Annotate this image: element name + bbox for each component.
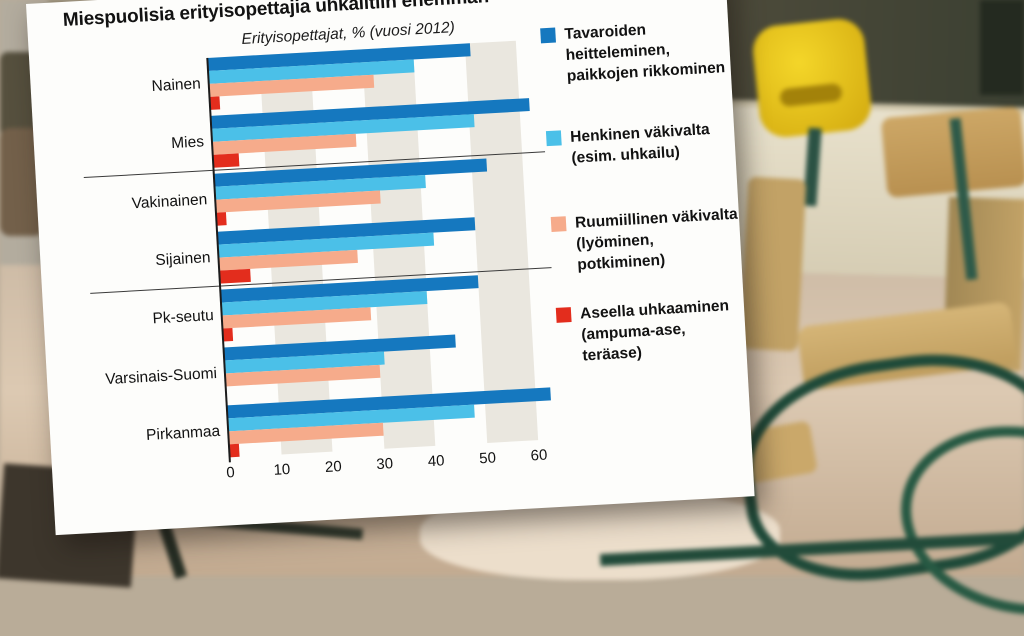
chart-panel: Miespuolisia erityisopettajia uhkailtiin… bbox=[26, 0, 755, 536]
category-label: Pk-seutu bbox=[152, 307, 215, 328]
photo-dark-corner bbox=[980, 0, 1024, 95]
photo-wooden-edge bbox=[739, 176, 807, 352]
category-label: Sijainen bbox=[154, 249, 211, 270]
x-tick-label: 50 bbox=[478, 449, 497, 468]
bar-mies-series-3 bbox=[212, 153, 240, 168]
legend-label: Tavaroiden heitteleminen, paikkojen rikk… bbox=[564, 21, 726, 85]
category-label: Pirkanmaa bbox=[145, 422, 221, 444]
category-label: Nainen bbox=[151, 75, 202, 96]
legend-item: Ruumiillinen väkivalta (lyöminen, potkim… bbox=[550, 204, 742, 277]
chart-legend: Tavaroiden heitteleminen, paikkojen rikk… bbox=[540, 15, 747, 368]
x-tick-label: 20 bbox=[324, 458, 343, 477]
x-tick-label: 60 bbox=[530, 446, 548, 465]
legend-label: Ruumiillinen väkivalta (lyöminen, potkim… bbox=[574, 205, 739, 274]
photo-yellow-chair bbox=[750, 16, 874, 140]
x-tick-label: 30 bbox=[375, 455, 394, 474]
legend-item: Tavaroiden heitteleminen, paikkojen rikk… bbox=[540, 15, 731, 88]
x-tick-label: 40 bbox=[427, 452, 445, 471]
legend-label: Aseella uhkaaminen (ampuma-ase, teräase) bbox=[579, 297, 730, 365]
x-tick-label: 10 bbox=[273, 460, 291, 479]
legend-item: Aseella uhkaaminen (ampuma-ase, teräase) bbox=[555, 294, 747, 367]
bar-chart-plot: Nainen Mies Vakinainen Sijainen Pk-seutu Vars… bbox=[38, 39, 572, 482]
bar-sijainen-series-3 bbox=[219, 268, 251, 284]
category-label: Mies bbox=[170, 133, 205, 153]
x-tick-label: 0 bbox=[225, 464, 236, 482]
category-label: Varsinais-Suomi bbox=[104, 364, 218, 389]
legend-item: Henkinen väkivalta (esim. uhkailu) bbox=[545, 118, 736, 170]
legend-label: Henkinen väkivalta (esim. uhkailu) bbox=[569, 121, 711, 167]
category-label: Vakinainen bbox=[131, 191, 208, 213]
